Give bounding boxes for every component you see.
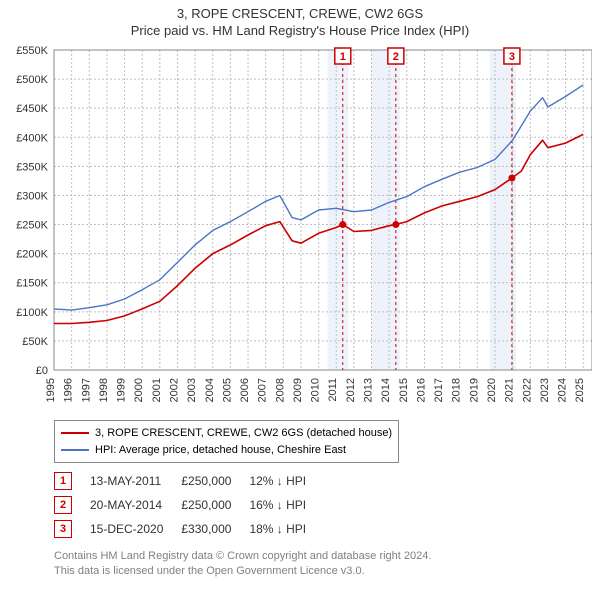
x-tick-label: 1995 [45, 378, 57, 402]
y-tick-label: £150K [16, 278, 48, 290]
y-tick-label: £450K [16, 103, 48, 115]
y-tick-label: £350K [16, 161, 48, 173]
x-tick-label: 1999 [116, 378, 128, 402]
event-marker: 1 [54, 472, 72, 490]
event-row: 2 20-MAY-2014£250,00016% ↓ HPI [54, 493, 324, 517]
legend: 3, ROPE CRESCENT, CREWE, CW2 6GS (detach… [54, 420, 399, 463]
x-tick-label: 2025 [574, 378, 586, 402]
attribution-line2: This data is licensed under the Open Gov… [54, 564, 592, 579]
x-tick-label: 2024 [557, 378, 569, 402]
event-date: 15-DEC-2020 [90, 517, 181, 541]
y-tick-label: £550K [16, 45, 48, 57]
x-tick-label: 2018 [451, 378, 463, 402]
event-row: 1 13-MAY-2011£250,00012% ↓ HPI [54, 469, 324, 493]
y-tick-label: £0 [36, 365, 48, 377]
event-date: 13-MAY-2011 [90, 469, 181, 493]
legend-label: 3, ROPE CRESCENT, CREWE, CW2 6GS (detach… [95, 425, 392, 442]
legend-swatch [61, 449, 89, 451]
y-tick-label: £500K [16, 74, 48, 86]
y-tick-label: £50K [22, 336, 48, 348]
event-price: £250,000 [181, 469, 249, 493]
x-tick-label: 1997 [80, 378, 92, 402]
y-tick-label: £300K [16, 190, 48, 202]
event-delta: 12% ↓ HPI [249, 469, 324, 493]
legend-row: HPI: Average price, detached house, Ches… [61, 442, 392, 459]
x-tick-label: 2007 [257, 378, 269, 402]
event-marker-label: 3 [509, 51, 515, 63]
x-tick-label: 2022 [521, 378, 533, 402]
x-tick-label: 2016 [415, 378, 427, 402]
event-date: 20-MAY-2014 [90, 493, 181, 517]
legend-row: 3, ROPE CRESCENT, CREWE, CW2 6GS (detach… [61, 425, 392, 442]
x-tick-label: 1998 [98, 378, 110, 402]
x-tick-label: 2019 [468, 378, 480, 402]
chart-container: 3, ROPE CRESCENT, CREWE, CW2 6GS Price p… [0, 0, 600, 587]
event-marker-label: 1 [340, 51, 346, 63]
x-tick-label: 2023 [539, 378, 551, 402]
event-row: 3 15-DEC-2020£330,00018% ↓ HPI [54, 517, 324, 541]
event-marker-label: 2 [393, 51, 399, 63]
x-tick-label: 2012 [345, 378, 357, 402]
y-tick-label: £400K [16, 132, 48, 144]
x-tick-label: 2003 [186, 378, 198, 402]
chart-subtitle: Price paid vs. HM Land Registry's House … [8, 23, 592, 38]
x-tick-label: 2013 [363, 378, 375, 402]
x-tick-label: 2005 [221, 378, 233, 402]
event-marker: 3 [54, 520, 72, 538]
x-tick-label: 2000 [133, 378, 145, 402]
series-marker [392, 221, 399, 228]
event-price: £330,000 [181, 517, 249, 541]
x-tick-label: 2001 [151, 378, 163, 402]
y-tick-label: £100K [16, 307, 48, 319]
event-delta: 16% ↓ HPI [249, 493, 324, 517]
x-tick-label: 2021 [504, 378, 516, 402]
chart-plot: £0 £50K £100K £150K £200K £250K £300K £350K £400… [8, 44, 592, 414]
event-price: £250,000 [181, 493, 249, 517]
x-tick-label: 2011 [327, 378, 339, 402]
x-tick-label: 2006 [239, 378, 251, 402]
event-delta: 18% ↓ HPI [249, 517, 324, 541]
x-tick-label: 2009 [292, 378, 304, 402]
series-marker [508, 175, 515, 182]
chart-title: 3, ROPE CRESCENT, CREWE, CW2 6GS [8, 6, 592, 21]
line-chart-svg: £0 £50K £100K £150K £200K £250K £300K £350K £400… [8, 44, 592, 414]
legend-swatch [61, 432, 89, 434]
x-tick-label: 2015 [398, 378, 410, 402]
legend-label: HPI: Average price, detached house, Ches… [95, 442, 346, 459]
x-tick-label: 1996 [63, 378, 75, 402]
x-tick-label: 2017 [433, 378, 445, 402]
x-tick-label: 2014 [380, 378, 392, 402]
event-marker: 2 [54, 496, 72, 514]
y-tick-label: £250K [16, 220, 48, 232]
attribution: Contains HM Land Registry data © Crown c… [54, 549, 592, 579]
x-tick-label: 2002 [168, 378, 180, 402]
y-tick-label: £200K [16, 249, 48, 261]
events-table: 1 13-MAY-2011£250,00012% ↓ HPI 2 20-MAY-201… [54, 469, 592, 541]
x-tick-label: 2004 [204, 378, 216, 402]
x-tick-label: 2010 [310, 378, 322, 402]
x-tick-label: 2008 [274, 378, 286, 402]
x-tick-label: 2020 [486, 378, 498, 402]
attribution-line1: Contains HM Land Registry data © Crown c… [54, 549, 592, 564]
series-marker [339, 221, 346, 228]
